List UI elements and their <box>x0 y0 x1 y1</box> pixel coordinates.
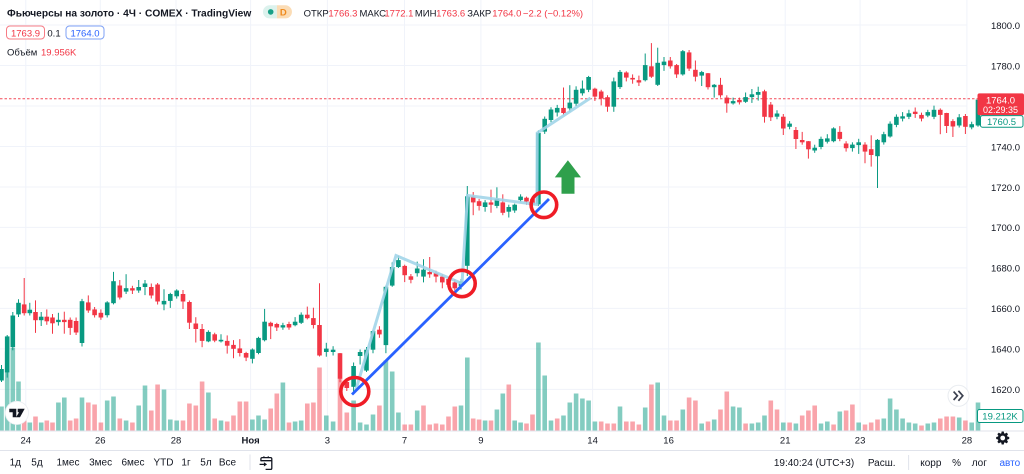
svg-text:1780.0: 1780.0 <box>991 61 1020 72</box>
svg-text:28: 28 <box>171 436 182 447</box>
svg-text:1760.5: 1760.5 <box>987 117 1016 128</box>
svg-text:19.956K: 19.956K <box>41 48 77 59</box>
svg-text:24: 24 <box>21 436 32 447</box>
svg-text:14: 14 <box>587 436 598 447</box>
svg-text:Все: Все <box>219 458 237 469</box>
svg-text:1мес: 1мес <box>57 458 80 469</box>
svg-text:1620.0: 1620.0 <box>991 385 1020 396</box>
svg-text:D: D <box>280 7 287 18</box>
svg-text:28: 28 <box>962 436 973 447</box>
svg-text:9: 9 <box>478 436 483 447</box>
svg-text:21: 21 <box>780 436 791 447</box>
svg-text:ЗАКР: ЗАКР <box>467 9 491 20</box>
svg-text:Фьючерсы на золото · 4Ч · COME: Фьючерсы на золото · 4Ч · COMEX · Tradin… <box>7 9 251 20</box>
svg-text:1800.0: 1800.0 <box>991 21 1020 32</box>
svg-text:1640.0: 1640.0 <box>991 345 1020 356</box>
svg-text:1764.0: 1764.0 <box>70 28 99 39</box>
svg-text:5л: 5л <box>200 458 212 469</box>
svg-text:5д: 5д <box>31 458 43 469</box>
svg-text:МИН: МИН <box>415 9 437 20</box>
svg-text:ОТКР: ОТКР <box>304 9 329 20</box>
svg-text:1740.0: 1740.0 <box>991 142 1020 153</box>
svg-text:23: 23 <box>855 436 866 447</box>
svg-text:02:29:35: 02:29:35 <box>983 105 1018 115</box>
svg-text:1720.0: 1720.0 <box>991 183 1020 194</box>
svg-text:7: 7 <box>402 436 407 447</box>
svg-text:1680.0: 1680.0 <box>991 264 1020 275</box>
svg-text:19:40:24 (UTC+3): 19:40:24 (UTC+3) <box>774 458 854 469</box>
svg-text:%: % <box>952 458 961 469</box>
svg-text:корр: корр <box>920 458 942 469</box>
svg-text:16: 16 <box>663 436 674 447</box>
svg-text:19.212K: 19.212K <box>982 411 1018 422</box>
svg-text:1766.3: 1766.3 <box>328 9 357 20</box>
svg-text:1763.9: 1763.9 <box>11 28 40 39</box>
svg-text:YTD: YTD <box>154 458 174 469</box>
svg-text:Объём: Объём <box>7 48 37 59</box>
svg-text:−2.2 (−0.12%): −2.2 (−0.12%) <box>523 9 583 20</box>
svg-text:0.1: 0.1 <box>47 28 60 39</box>
svg-text:26: 26 <box>95 436 106 447</box>
svg-text:1763.6: 1763.6 <box>436 9 465 20</box>
svg-text:авто: авто <box>999 458 1020 469</box>
svg-text:лог: лог <box>972 458 988 469</box>
svg-text:6мес: 6мес <box>122 458 145 469</box>
svg-text:1д: 1д <box>10 458 22 469</box>
svg-text:3: 3 <box>325 436 330 447</box>
svg-text:1772.1: 1772.1 <box>384 9 413 20</box>
svg-text:МАКС: МАКС <box>360 9 387 20</box>
svg-text:1г: 1г <box>181 458 191 469</box>
svg-text:1660.0: 1660.0 <box>991 304 1020 315</box>
svg-text:3мес: 3мес <box>89 458 112 469</box>
svg-text:Расш.: Расш. <box>868 458 896 469</box>
svg-text:Ноя: Ноя <box>242 436 260 447</box>
svg-text:1764.0: 1764.0 <box>986 96 1015 107</box>
svg-text:1764.0: 1764.0 <box>492 9 521 20</box>
svg-text:1700.0: 1700.0 <box>991 223 1020 234</box>
